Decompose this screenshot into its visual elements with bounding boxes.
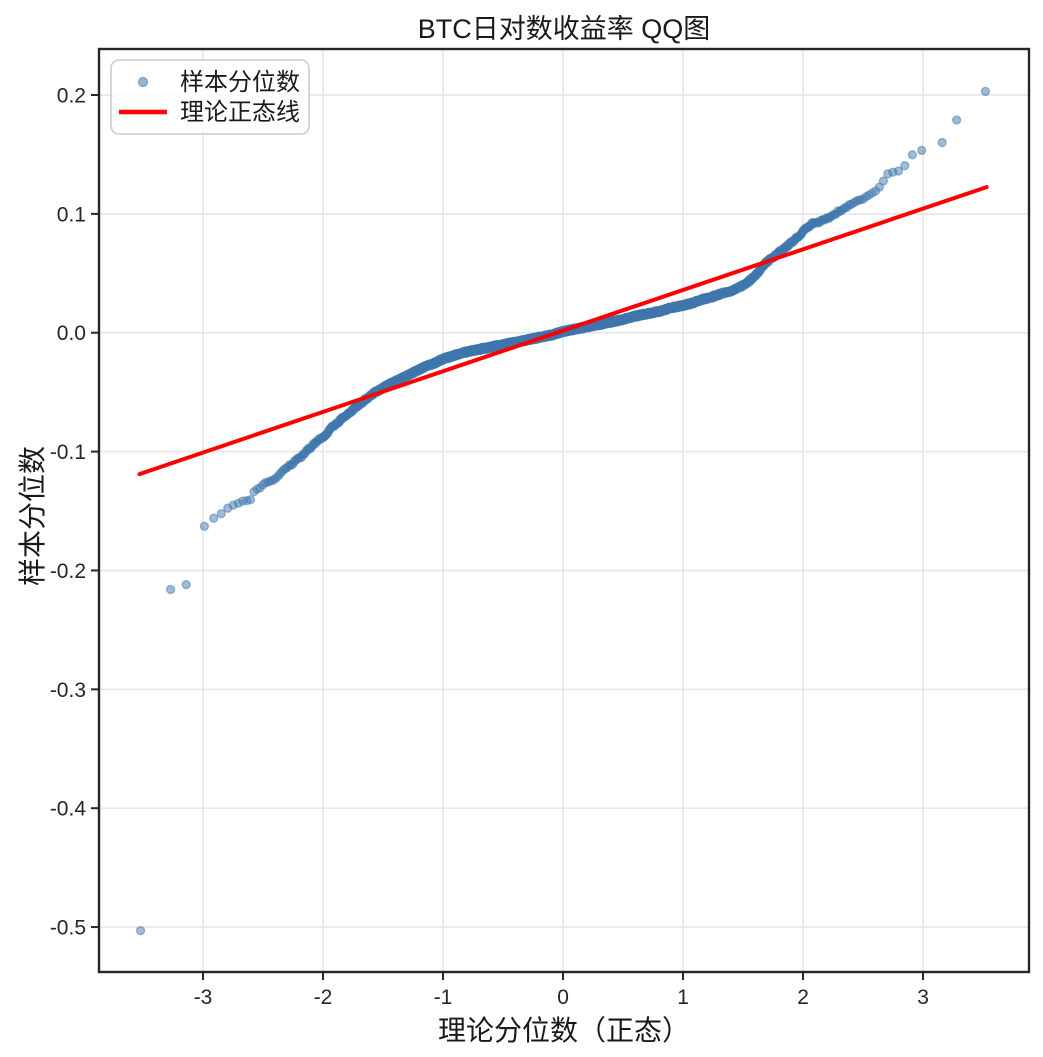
y-tick-label: 0.0 [57, 322, 86, 345]
x-tick-label: -3 [194, 986, 213, 1009]
y-tick-label: -0.1 [50, 441, 86, 464]
legend-label-sample-quantiles: 样本分位数 [180, 69, 300, 96]
scatter-point [135, 925, 146, 936]
y-tick-label: -0.3 [50, 679, 86, 702]
scatter-point [181, 580, 191, 590]
scatter-point [874, 182, 884, 192]
x-tick-label: -1 [434, 986, 453, 1009]
chart-title: BTC日对数收益率 QQ图 [418, 14, 711, 44]
x-tick-label: 0 [557, 986, 569, 1009]
normal-reference-line [137, 185, 989, 477]
x-tick-label: 1 [677, 986, 689, 1009]
scatter-point [216, 509, 226, 519]
y-axis-label: 样本分位数 [17, 446, 48, 586]
scatter-point [917, 145, 927, 156]
legend[interactable]: 样本分位数 理论正态线 [110, 59, 310, 135]
y-tick-label: -0.4 [50, 798, 87, 821]
scatter-point [893, 166, 904, 176]
y-tick-label: 0.2 [57, 85, 86, 108]
y-tick-label: -0.5 [50, 917, 86, 940]
scatter-point [900, 161, 910, 171]
legend-scatter-marker-icon [137, 76, 149, 88]
plot-area-border [97, 47, 1031, 974]
x-tick-label: 3 [917, 986, 929, 1009]
scatter-point [245, 495, 256, 505]
y-tick-label: 0.1 [57, 203, 86, 226]
axis-ticks: -3 -2 -1 0 1 2 3 0.2 0.1 0.0 -0.1 -0.2 -0.3 -0.4 -0.5 [50, 85, 929, 1009]
scatter-point [209, 513, 219, 523]
legend-box [110, 59, 310, 135]
scatter-point [980, 86, 991, 97]
x-axis-label: 理论分位数（正态） [438, 1015, 690, 1046]
theoretical-normal-line [137, 185, 989, 477]
scatter-point [165, 584, 176, 595]
scatter-point [907, 150, 918, 160]
scatter-point [199, 521, 210, 531]
x-tick-label: -2 [314, 986, 333, 1009]
y-tick-label: -0.2 [50, 560, 86, 583]
scatter-point [951, 115, 962, 125]
x-tick-label: 2 [797, 986, 809, 1009]
legend-label-normal-line: 理论正态线 [180, 99, 300, 126]
scatter-point [878, 176, 889, 186]
scatter-point [937, 137, 947, 148]
grid-lines [99, 49, 1029, 972]
